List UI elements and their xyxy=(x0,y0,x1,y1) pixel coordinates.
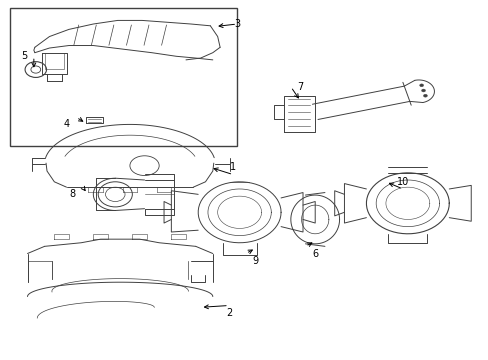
Text: 6: 6 xyxy=(311,248,318,258)
Text: 3: 3 xyxy=(234,19,240,29)
Circle shape xyxy=(423,94,427,97)
Circle shape xyxy=(421,89,425,92)
Text: 10: 10 xyxy=(396,177,408,187)
Text: 4: 4 xyxy=(63,120,69,129)
Text: 5: 5 xyxy=(21,51,27,61)
Text: 7: 7 xyxy=(297,82,303,92)
Bar xyxy=(10,8,237,146)
Text: 1: 1 xyxy=(230,162,236,172)
Circle shape xyxy=(419,84,423,87)
Text: 8: 8 xyxy=(70,189,76,199)
Text: 9: 9 xyxy=(252,256,258,266)
Text: 2: 2 xyxy=(225,308,231,318)
